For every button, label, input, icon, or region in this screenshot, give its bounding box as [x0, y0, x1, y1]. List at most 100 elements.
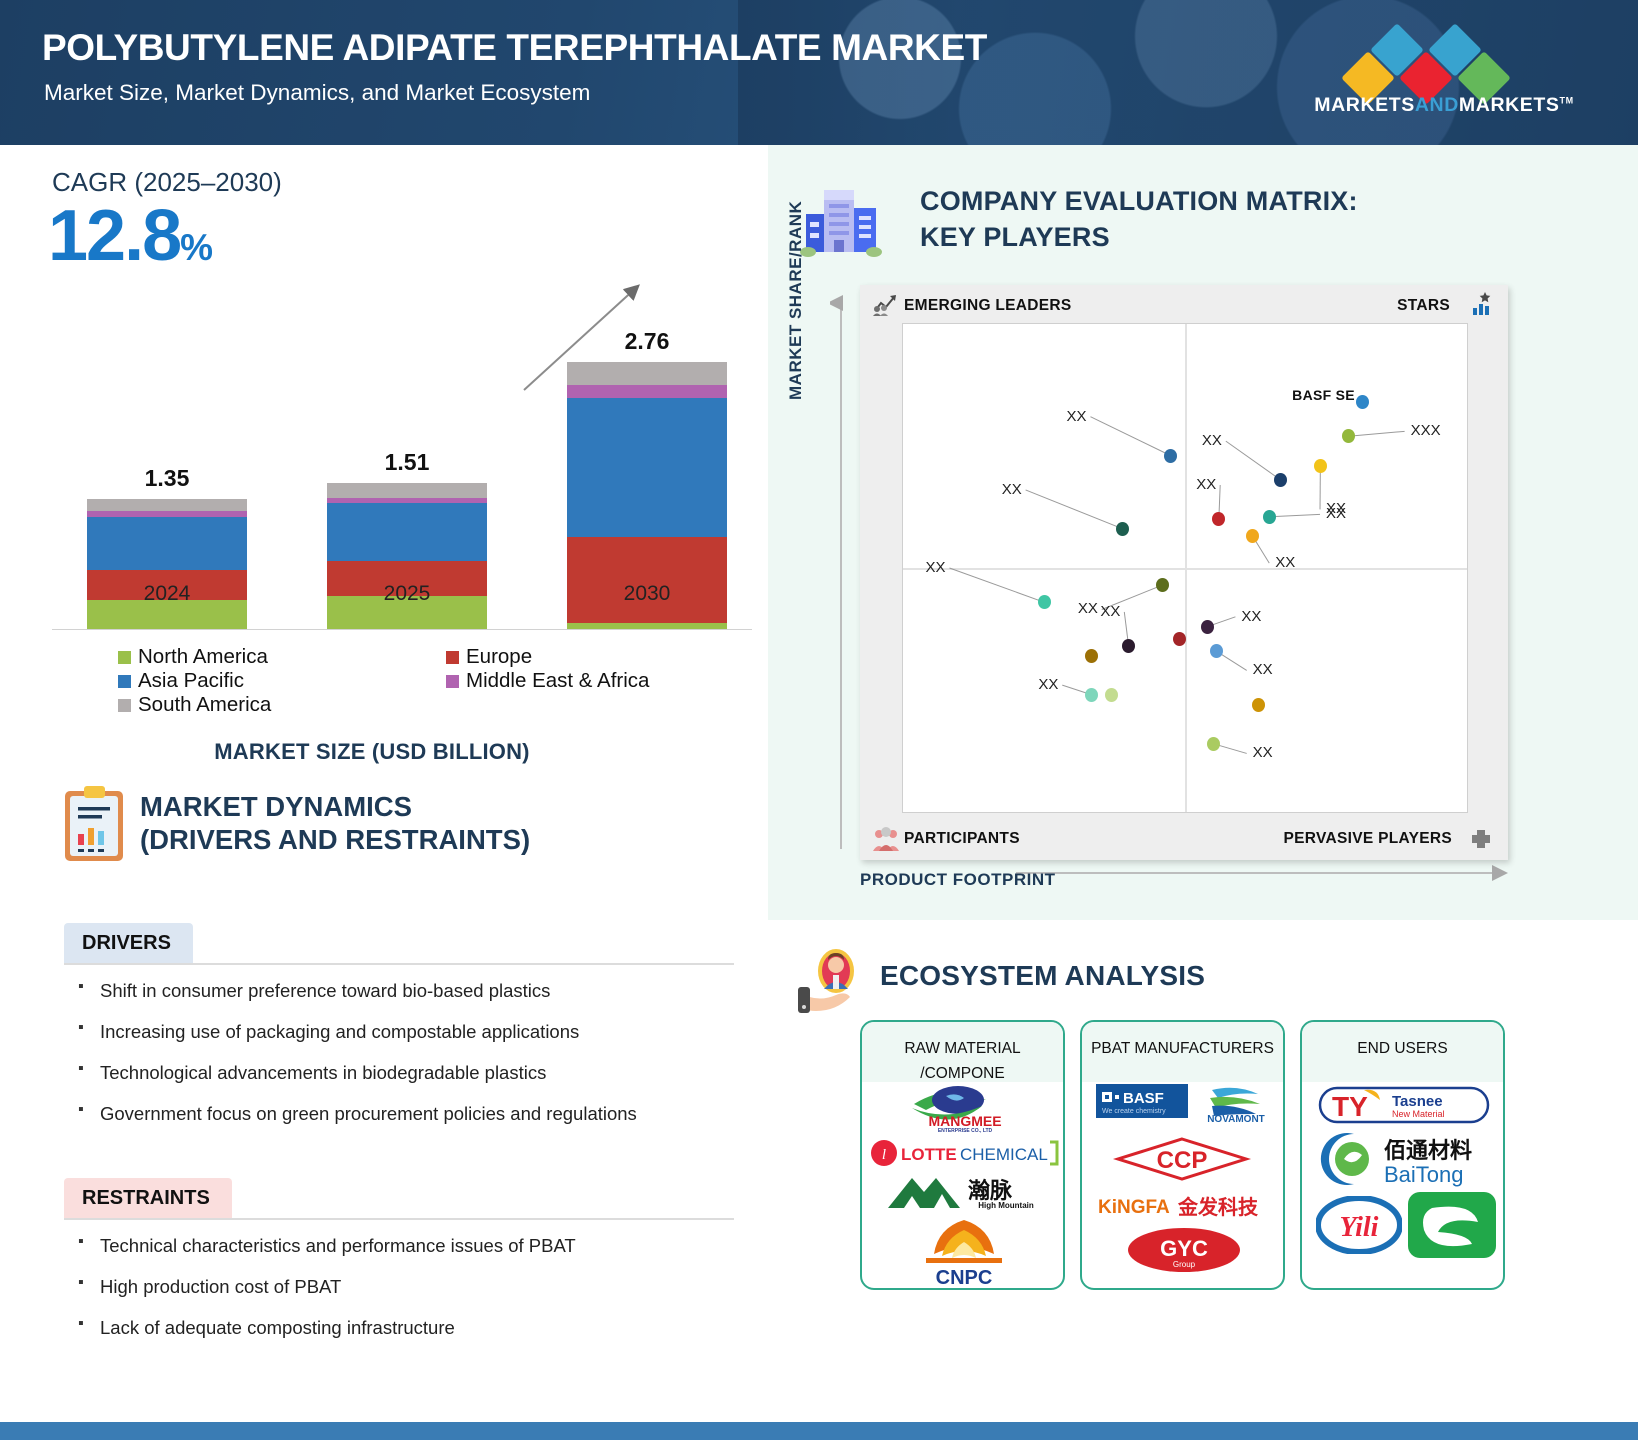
cagr-number: 12.8: [48, 196, 182, 276]
cagr-label: CAGR (2025–2030): [52, 167, 282, 197]
bar-segment-north-america: [327, 596, 487, 629]
ecosystem-box-pbat-manufacturers: PBAT MANUFACTURERS BASF We create chemis…: [1080, 1020, 1285, 1290]
svg-text:金发科技: 金发科技: [1177, 1195, 1259, 1219]
matrix-point-label: XX: [1252, 744, 1273, 762]
ecosystem-box-title: PBAT MANUFACTURERS: [1091, 1040, 1274, 1057]
legend-item-north-america: North America: [118, 645, 268, 669]
bar-segment-north-america: [87, 599, 247, 629]
chart-legend: North America Europe Asia Pacific Middle…: [118, 645, 758, 717]
svg-text:Group: Group: [1173, 1260, 1196, 1269]
matrix-point: [1164, 448, 1178, 463]
basf-logo: BASF We create chemistry: [1096, 1084, 1188, 1118]
quadrant-label-participants: PARTICIPANTS: [904, 830, 1020, 847]
matrix-point-label: XX: [1100, 602, 1121, 620]
bar-value-label-2030: 2.76: [624, 328, 670, 355]
svg-text:BaiTong: BaiTong: [1384, 1162, 1464, 1187]
logo-wordmark: MARKETSANDMARKETSTM: [1294, 94, 1594, 117]
legend-label-south-america: South America: [138, 693, 272, 716]
gyc-logo: GYC Group: [1128, 1228, 1240, 1272]
ecosystem-box-end-users: END USERS TY Tasnee New Material 佰通材料 Ba…: [1300, 1020, 1505, 1290]
y-axis-arrow: [830, 295, 843, 849]
ecosystem-box-logos: TY Tasnee New Material 佰通材料 BaiTong Yili: [1302, 1080, 1503, 1288]
company-evaluation-matrix-panel: COMPANY EVALUATION MATRIX: KEY PLAYERS M…: [768, 145, 1638, 920]
drivers-list: Shift in consumer preference toward bio-…: [64, 978, 754, 1144]
bar-2025: [327, 483, 487, 629]
matrix-point-label: XXX: [1410, 422, 1441, 440]
quadrant-label-stars: STARS: [1397, 297, 1450, 314]
svg-text:MANGMEE: MANGMEE: [928, 1113, 1001, 1129]
matrix-point-label: XX: [1077, 600, 1098, 618]
tasnee-logo: TY Tasnee New Material: [1318, 1086, 1490, 1124]
matrix-point: [1037, 595, 1051, 610]
restraints-item: High production cost of PBAT: [64, 1274, 754, 1298]
ecosystem-analysis-panel: ECOSYSTEM ANALYSIS RAW MATERIAL /COMPONE…: [768, 920, 1638, 1395]
ecosystem-box-title: END USERS: [1357, 1040, 1448, 1057]
x-axis-arrow: [1016, 865, 1508, 881]
logo-trademark: TM: [1559, 95, 1574, 106]
chart-axis-title: MARKET SIZE (USD BILLION): [214, 739, 530, 764]
x-axis-tick-2024: 2024: [143, 582, 191, 605]
svg-text:GYC: GYC: [1160, 1236, 1208, 1261]
restraints-tab: RESTRAINTS: [64, 1178, 232, 1219]
quadrant-label-pervasive-players: PERVASIVE PLAYERS: [1283, 830, 1452, 847]
company-matrix-title: COMPANY EVALUATION MATRIX: KEY PLAYERS: [920, 183, 1358, 255]
matrix-company-label-basf: BASF SE: [1292, 387, 1355, 404]
legend-swatch-north-america: [118, 650, 131, 664]
market-dynamics-title: MARKET DYNAMICS (DRIVERS AND RESTRAINTS): [140, 790, 530, 856]
bar-segment-south-america: [567, 362, 727, 386]
matrix-point: [1356, 395, 1370, 410]
company-matrix-title-line1: COMPANY EVALUATION MATRIX:: [920, 186, 1358, 216]
logo-word-markets-2: MARKETS: [1458, 94, 1560, 116]
bar-segment-middle-east-africa: [567, 385, 727, 398]
growth-people-icon: [873, 295, 896, 316]
matrix-point-label: XX: [1201, 432, 1222, 450]
matrix-point: [1122, 639, 1136, 654]
lotte-chemical-logo: l LOTTE CHEMICAL: [871, 1140, 1059, 1166]
svg-text:Yili: Yili: [1340, 1212, 1379, 1243]
legend-row-1: North America Europe: [118, 645, 758, 669]
svg-text:New Material: New Material: [1392, 1109, 1445, 1119]
matrix-point-label: XX: [1196, 476, 1217, 494]
company-matrix-title-line2: KEY PLAYERS: [920, 222, 1110, 252]
matrix-plot-area: BASF SE XX XX XX XX XXX XX XX XX XX XX XX XX XX XX XX: [902, 323, 1468, 813]
matrix-point-label: XX: [925, 559, 946, 576]
clipboard-chart-icon: [65, 786, 123, 861]
x-axis-tick-2030: 2030: [623, 582, 671, 605]
svg-text:BASF: BASF: [1123, 1090, 1164, 1107]
matrix-x-axis-label: PRODUCT FOOTPRINT: [860, 870, 1056, 889]
svg-text:KiNGFA: KiNGFA: [1098, 1197, 1170, 1218]
svg-text:Tasnee: Tasnee: [1392, 1093, 1443, 1110]
marketsandmarkets-logo: MARKETSANDMARKETSTM: [1294, 23, 1594, 120]
drivers-tab: DRIVERS: [64, 923, 193, 964]
matrix-point: [1313, 458, 1327, 473]
hand-person-icon: [798, 949, 854, 1013]
matrix-leader-lines: [949, 416, 1405, 754]
svg-text:We create chemistry: We create chemistry: [1102, 1108, 1166, 1115]
bar-segment-south-america: [327, 483, 487, 498]
cagr-value: 12.8%: [48, 195, 213, 277]
legend-swatch-asia-pacific: [118, 674, 131, 688]
drivers-item: Increasing use of packaging and composta…: [64, 1019, 754, 1043]
matrix-point: [1251, 697, 1265, 712]
matrix-point: [1263, 509, 1277, 524]
matrix-chart: EMERGING LEADERS STARS PARTICIPANTS PERV…: [860, 285, 1508, 860]
legend-item-south-america: South America: [118, 693, 271, 717]
matrix-point: [1206, 736, 1220, 751]
matrix-point-label: XX: [1241, 607, 1262, 625]
bar-value-label-2024: 1.35: [144, 464, 190, 491]
restraints-item: Lack of adequate composting infrastructu…: [64, 1315, 754, 1339]
legend-row-3: South America: [118, 693, 758, 717]
bar-2030: [567, 362, 727, 629]
matrix-point-label: XX: [1326, 505, 1347, 523]
matrix-point: [1201, 619, 1215, 634]
legend-item-europe: Europe: [446, 645, 532, 669]
matrix-point-label: XX: [1001, 480, 1022, 498]
chart-baseline: [52, 629, 752, 630]
quadrant-label-emerging-leaders: EMERGING LEADERS: [904, 297, 1072, 314]
puzzle-icon: [1472, 830, 1490, 848]
matrix-point: [1085, 687, 1099, 702]
restraints-item: Technical characteristics and performanc…: [64, 1233, 754, 1257]
ecosystem-box-header: [862, 1022, 1063, 1082]
ecosystem-box-header: [1082, 1022, 1283, 1082]
bar-segment-north-america: [567, 623, 727, 629]
